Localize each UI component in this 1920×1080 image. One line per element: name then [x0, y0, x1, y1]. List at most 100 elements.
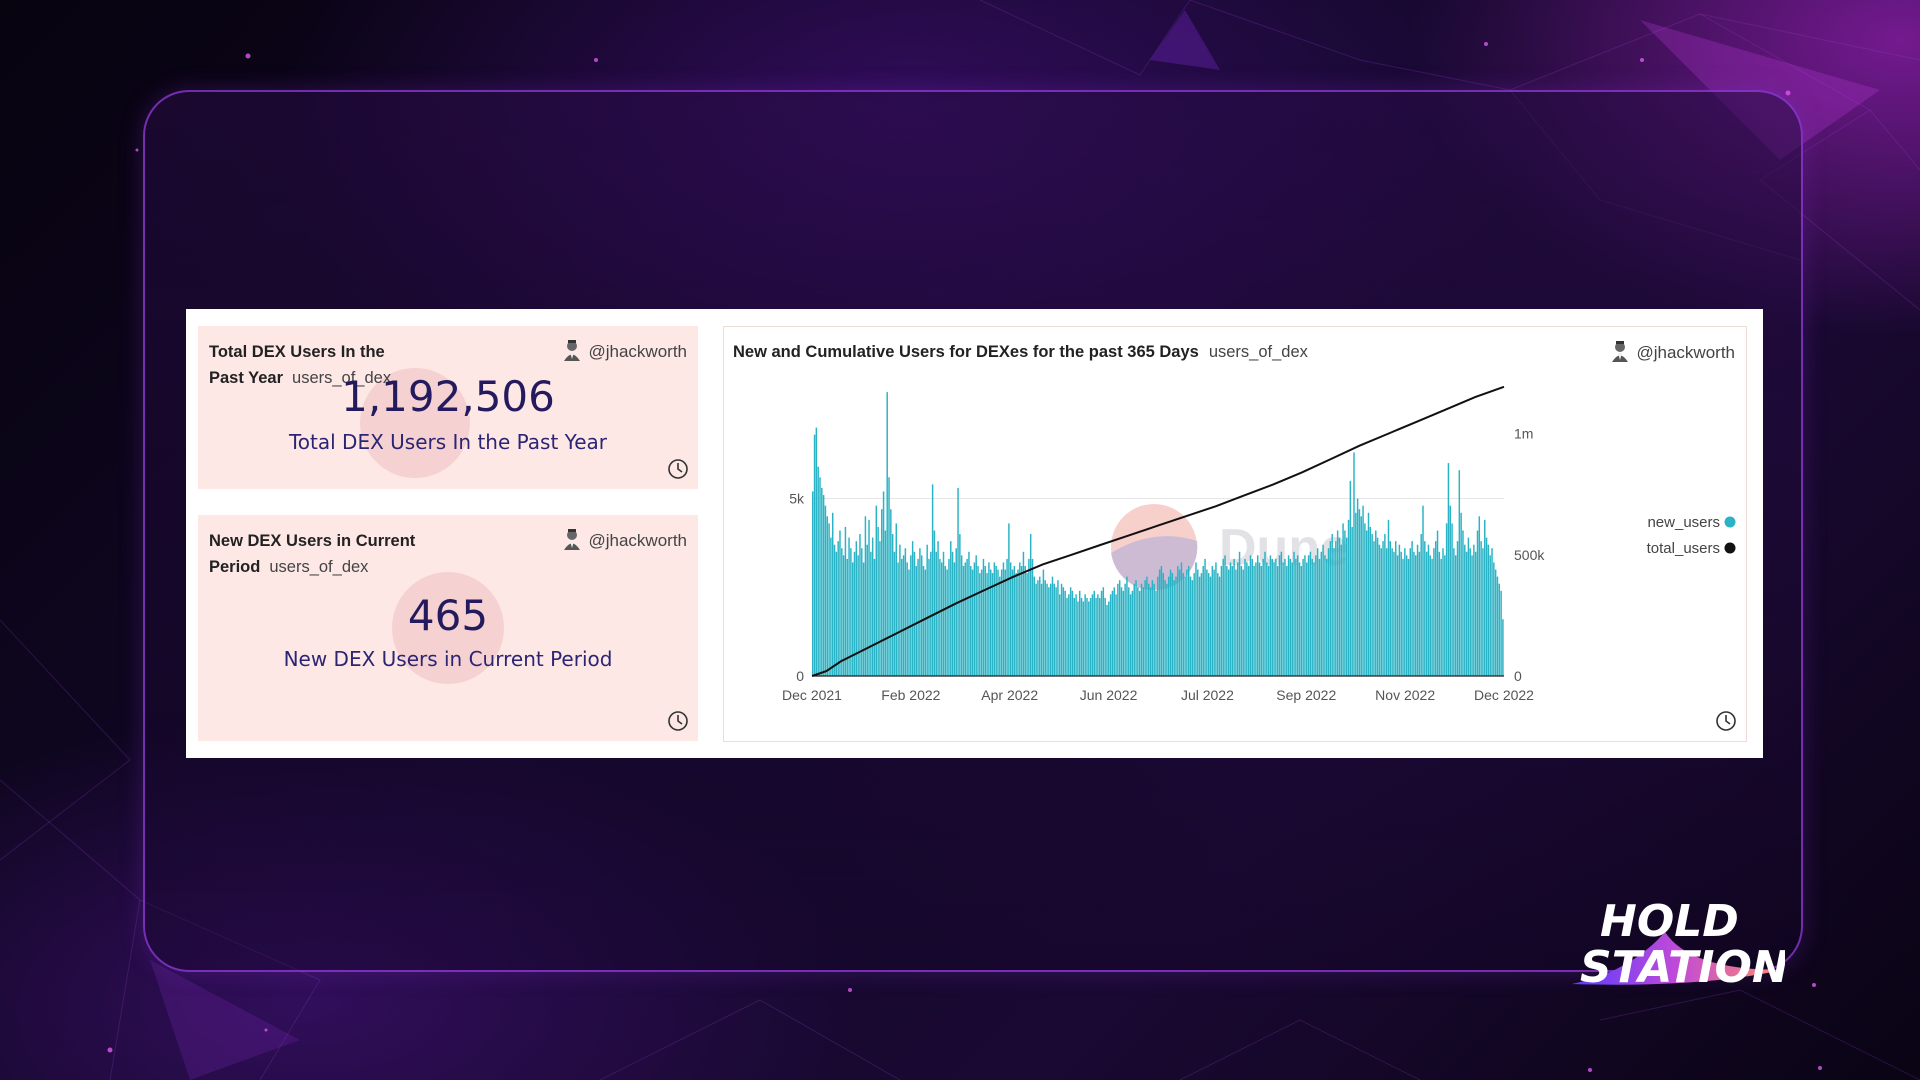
query-link[interactable]: users_of_dex	[1208, 343, 1308, 361]
bar-new-users	[1078, 590, 1081, 676]
bar-new-users	[1069, 587, 1072, 676]
clock-icon[interactable]	[667, 710, 689, 732]
bar-new-users	[1298, 562, 1301, 676]
bar-new-users	[1035, 583, 1037, 676]
bar-new-users	[1500, 590, 1502, 676]
bar-new-users	[1004, 569, 1006, 676]
bar-new-users	[1255, 562, 1257, 676]
users-chart: Dune 0 5k 0 500k 1m Dec 2021 Feb 2022 Apr 2022 Ju…	[782, 385, 1736, 703]
bar-new-users	[1075, 594, 1077, 676]
legend-label: new_users	[1647, 514, 1720, 531]
clock-icon[interactable]	[667, 458, 689, 480]
bar-new-users	[1144, 580, 1146, 676]
bar-new-users	[870, 551, 872, 676]
author-link[interactable]: @jhackworth	[562, 339, 687, 365]
bar-new-users	[813, 434, 816, 676]
bar-new-users	[1389, 541, 1392, 676]
bar-new-users	[1315, 555, 1317, 676]
bar-new-users	[812, 491, 814, 676]
bar-new-users	[1131, 590, 1134, 676]
bar-new-users	[1046, 583, 1048, 676]
bar-new-users	[1471, 555, 1473, 676]
bar-new-users	[1088, 601, 1090, 676]
watermark-circle	[360, 368, 470, 478]
bar-new-users	[1177, 565, 1179, 676]
x-tick-label: Apr 2022	[981, 687, 1038, 703]
bar-new-users	[931, 484, 934, 676]
bar-new-users	[1202, 565, 1204, 676]
watermark-circle	[392, 572, 504, 684]
new-users-value: 465	[407, 591, 489, 640]
bar-new-users	[1169, 569, 1172, 676]
bar-new-users	[1118, 580, 1121, 676]
bar-new-users	[1220, 565, 1223, 676]
bar-new-users	[1044, 580, 1046, 676]
bar-new-users	[1113, 587, 1115, 676]
author-link[interactable]: @jhackworth	[1610, 340, 1735, 366]
bar-new-users	[1489, 555, 1491, 676]
bar-new-users	[1422, 505, 1424, 676]
bar-new-users	[1460, 512, 1462, 676]
logo-line2: STATION	[1580, 942, 1785, 992]
bar-new-users	[917, 558, 919, 676]
bar-new-users	[1217, 573, 1219, 676]
bar-new-users	[964, 562, 967, 676]
new-users-card: New DEX Users in Current Period users_of_…	[198, 515, 698, 741]
bar-new-users	[897, 562, 899, 676]
bar-new-users	[875, 505, 878, 676]
bar-new-users	[1269, 555, 1272, 676]
bar-new-users	[1077, 601, 1079, 676]
bar-new-users	[1060, 583, 1063, 676]
bar-new-users	[1142, 587, 1145, 676]
bar-new-users	[1378, 544, 1381, 676]
bar-new-users	[1233, 558, 1235, 676]
bar-new-users	[989, 569, 992, 676]
bar-new-users	[1068, 594, 1070, 676]
bar-new-users	[1149, 587, 1152, 676]
bar-new-users	[1229, 562, 1232, 676]
clock-icon[interactable]	[1715, 710, 1737, 732]
bar-new-users	[1304, 555, 1306, 676]
bar-new-users	[1396, 555, 1399, 676]
bar-new-users	[1345, 537, 1348, 676]
bar-new-users	[1467, 537, 1470, 676]
bar-new-users	[1484, 519, 1486, 676]
query-link[interactable]: users_of_dex	[269, 558, 369, 576]
bar-new-users	[1198, 576, 1201, 676]
bar-new-users	[1084, 594, 1086, 676]
bar-new-users	[1028, 558, 1030, 676]
bar-new-users	[1059, 594, 1061, 676]
bar-new-users	[833, 544, 836, 676]
bar-new-users	[1049, 583, 1052, 676]
bar-new-users	[1135, 580, 1137, 676]
bar-new-users	[1276, 565, 1279, 676]
bar-new-users	[1427, 544, 1430, 676]
bar-new-users	[1266, 562, 1268, 676]
bar-new-users	[1418, 551, 1421, 676]
bar-new-users	[984, 565, 987, 676]
bar-new-users	[1318, 558, 1321, 676]
author-link[interactable]: @jhackworth	[562, 528, 687, 554]
bar-new-users	[1193, 573, 1195, 676]
bar-new-users	[1187, 565, 1190, 676]
bar-new-users	[848, 537, 850, 676]
bar-new-users	[942, 551, 945, 676]
bar-new-users	[1115, 594, 1117, 676]
author-name: @jhackworth	[588, 342, 687, 361]
bar-new-users	[1042, 569, 1045, 676]
bar-new-users	[902, 555, 905, 676]
bar-new-users	[1055, 587, 1057, 676]
bar-new-users	[1211, 565, 1214, 676]
bar-new-users	[1293, 551, 1295, 676]
bar-new-users	[828, 523, 830, 676]
bar-new-users	[924, 569, 927, 676]
bar-new-users	[862, 562, 865, 676]
bar-new-users	[1218, 576, 1221, 676]
bar-new-users	[1158, 569, 1161, 676]
bar-new-users	[846, 558, 848, 676]
query-link[interactable]: users_of_dex	[292, 369, 392, 387]
bar-new-users	[1204, 558, 1206, 676]
bar-new-users	[1355, 512, 1357, 676]
bar-new-users	[1338, 537, 1341, 676]
bar-new-users	[973, 562, 976, 676]
